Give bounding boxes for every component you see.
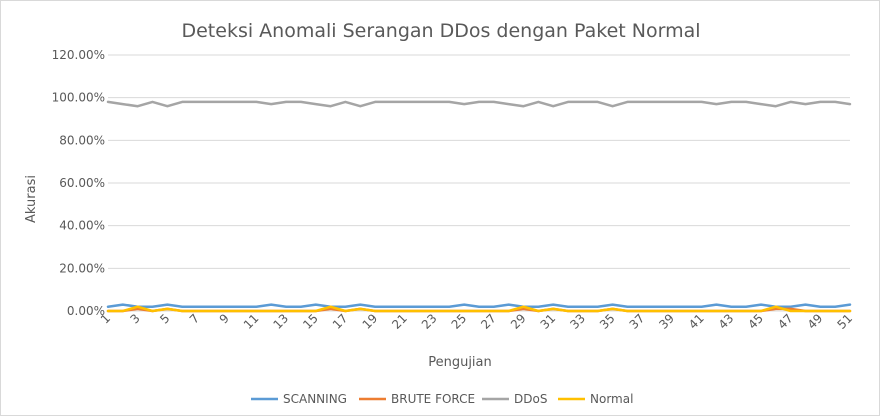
x-tick-label: 35 bbox=[597, 311, 618, 332]
x-tick-label: 3 bbox=[127, 311, 142, 326]
x-tick-label: 13 bbox=[270, 311, 291, 332]
y-tick-label: 100.00% bbox=[52, 91, 105, 105]
series-lines bbox=[106, 100, 852, 313]
series-line-scanning bbox=[106, 303, 852, 308]
series-line-normal bbox=[106, 305, 852, 313]
x-tick-label: 5 bbox=[157, 311, 172, 326]
x-tick-label: 11 bbox=[241, 311, 262, 332]
x-tick-label: 43 bbox=[716, 311, 737, 332]
x-tick-label: 29 bbox=[508, 311, 529, 332]
x-tick-label: 31 bbox=[538, 311, 559, 332]
chart-title: Deteksi Anomali Serangan DDos dengan Pak… bbox=[181, 20, 700, 42]
x-tick-label: 21 bbox=[389, 311, 410, 332]
y-tick-label: 80.00% bbox=[59, 133, 105, 147]
y-tick-label: 120.00% bbox=[52, 48, 105, 62]
y-tick-label: 60.00% bbox=[59, 176, 105, 190]
y-axis-ticks: 0.00% 20.00% 40.00% 60.00% 80.00% 100.00% 120.… bbox=[52, 48, 105, 318]
x-tick-label: 39 bbox=[656, 311, 677, 332]
x-tick-label: 51 bbox=[834, 311, 855, 332]
x-tick-label: 49 bbox=[805, 311, 826, 332]
y-tick-label: 40.00% bbox=[59, 219, 105, 233]
x-tick-label: 37 bbox=[627, 311, 648, 332]
x-tick-label: 7 bbox=[187, 311, 202, 326]
legend-label: BRUTE FORCE bbox=[391, 392, 475, 406]
legend-label: DDoS bbox=[514, 392, 547, 406]
x-tick-label: 41 bbox=[686, 311, 707, 332]
legend: SCANNING BRUTE FORCE DDoS Normal bbox=[251, 392, 633, 406]
series-line-ddos bbox=[106, 100, 852, 108]
x-tick-label: 1 bbox=[98, 311, 113, 326]
x-tick-label: 23 bbox=[419, 311, 440, 332]
x-tick-label: 25 bbox=[449, 311, 470, 332]
x-tick-label: 45 bbox=[745, 311, 766, 332]
y-tick-label: 20.00% bbox=[59, 261, 105, 275]
x-tick-label: 47 bbox=[775, 311, 796, 332]
x-tick-label: 15 bbox=[300, 311, 321, 332]
x-tick-label: 33 bbox=[567, 311, 588, 332]
grid-lines bbox=[108, 54, 850, 312]
x-axis-label: Pengujian bbox=[428, 355, 492, 370]
x-tick-label: 27 bbox=[478, 311, 499, 332]
legend-label: SCANNING bbox=[283, 392, 347, 406]
y-tick-label: 0.00% bbox=[67, 304, 105, 318]
x-axis-ticks: 1 3 5 7 9 11 13 15 17 19 21 23 25 27 29 31 33 35 37 39 41 43 4… bbox=[98, 311, 855, 332]
y-axis-label: Akurasi bbox=[24, 175, 39, 223]
x-tick-label: 17 bbox=[330, 311, 351, 332]
x-tick-label: 9 bbox=[217, 311, 232, 326]
x-tick-label: 19 bbox=[360, 311, 381, 332]
legend-label: Normal bbox=[590, 392, 633, 406]
